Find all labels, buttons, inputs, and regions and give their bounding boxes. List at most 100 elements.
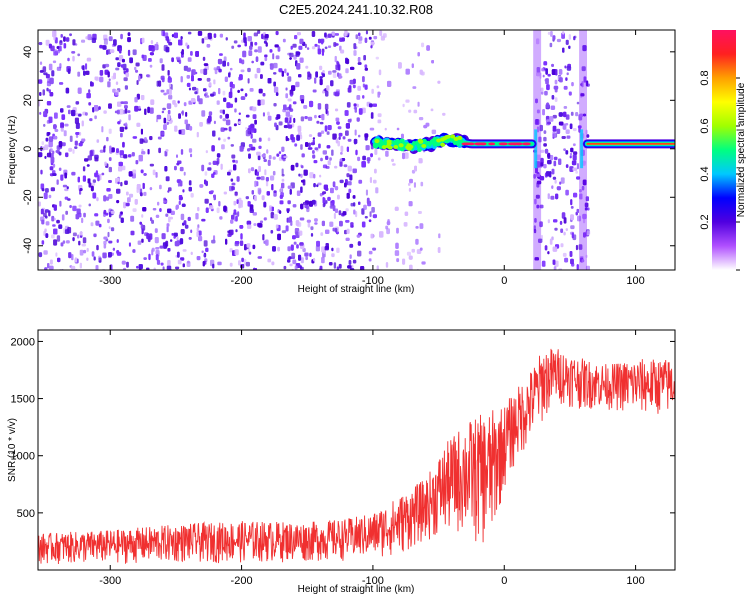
spectrogram-cell: [328, 70, 332, 75]
spectrogram-cell: [64, 172, 67, 179]
spectrogram-cell: [239, 145, 244, 152]
spectrogram-cell: [563, 85, 568, 90]
spectrogram-cell: [245, 261, 250, 267]
spectrogram-cell: [252, 106, 257, 112]
spectrogram-cell: [197, 31, 203, 36]
spectrogram-cell: [75, 134, 79, 138]
spectrogram-cell: [332, 205, 336, 212]
spectrogram-cell: [155, 172, 158, 178]
spectrogram-cell: [236, 199, 239, 204]
spectrogram-cell: [72, 149, 75, 154]
spectrogram-cell: [138, 105, 141, 110]
spectrogram-cell: [132, 136, 138, 139]
spectrogram-cell: [41, 219, 45, 225]
spectrogram-cell: [234, 191, 238, 196]
spectrogram-cell: [74, 146, 78, 149]
spectrogram-cell: [135, 160, 139, 165]
spectrogram-cell: [257, 46, 262, 53]
spectrogram-cell: [352, 195, 356, 199]
spectrogram-cell: [319, 121, 324, 125]
spectrogram-cell: [204, 198, 209, 204]
snr-x-axis-label: Height of straight line (km): [298, 584, 415, 595]
spectrogram-cell: [231, 182, 236, 186]
spectrogram-cell: [332, 181, 336, 188]
spectrogram-cell: [225, 119, 231, 126]
spectrogram-cell: [209, 205, 214, 210]
spectrogram-cell: [585, 80, 589, 87]
spectrogram-cell: [239, 74, 243, 81]
spectrogram-cell: [86, 257, 89, 261]
spectrogram-cell: [75, 101, 80, 105]
spectrogram-cell: [140, 128, 143, 135]
x-tick-label: -300: [99, 275, 121, 287]
spectrogram-cell: [391, 158, 394, 162]
spectrogram-cell: [213, 79, 216, 85]
spectrogram-cell: [254, 42, 258, 46]
spectrogram-cell: [178, 129, 182, 135]
x-tick-label: -100: [362, 575, 384, 587]
spectrogram-cell: [313, 173, 316, 179]
spectrogram-cell: [67, 269, 70, 270]
colorbar-tick-label: 0.2: [699, 214, 711, 229]
spectrogram-hotspot: [377, 142, 383, 147]
spectrogram-cell: [335, 117, 340, 122]
spectrogram-cell: [583, 217, 586, 224]
spectrogram-cell: [109, 211, 112, 218]
spectrogram-hotspot: [436, 138, 442, 143]
spectrogram-cell: [253, 32, 258, 37]
spectrogram-cell: [362, 95, 365, 99]
spectrogram-cell: [370, 153, 373, 158]
spectrogram-cell: [222, 118, 227, 122]
spectrogram-cell: [536, 173, 541, 177]
spectrogram-cell: [292, 204, 297, 208]
spectrogram-cell: [135, 69, 139, 73]
spectrogram-cell: [167, 114, 171, 121]
spectrogram-cell: [297, 32, 301, 36]
spectrogram-cell: [258, 190, 261, 195]
spectrogram-cell: [239, 225, 244, 229]
spectrogram-cell: [228, 91, 233, 99]
spectrogram-cell: [240, 96, 246, 100]
spectrogram-cell: [294, 265, 298, 270]
spectrogram-cell: [218, 137, 221, 141]
spectrogram-cell: [196, 227, 199, 232]
spectrogram-cell: [90, 182, 96, 186]
spectrogram-cell: [287, 76, 292, 82]
spectrogram-cell: [85, 63, 88, 70]
spectrogram-cell: [118, 166, 123, 172]
spectrogram-cell: [173, 236, 176, 239]
spectrogram-cell: [118, 161, 123, 167]
spectrogram-cell: [170, 239, 173, 242]
spectrogram-cell: [222, 90, 226, 96]
spectrogram-cell: [219, 53, 223, 56]
spectrogram-cell: [168, 42, 173, 46]
spectrogram-cell: [124, 180, 128, 185]
spectrogram-cell: [299, 38, 304, 45]
spectrogram-cell: [155, 254, 159, 261]
spectrogram-cell: [251, 146, 256, 151]
spectrogram-cell: [272, 170, 276, 176]
spectrogram-cell: [257, 99, 261, 106]
spectrogram-cell: [419, 69, 423, 75]
spectrogram-cell: [379, 231, 384, 238]
spectrogram-cell: [538, 238, 543, 243]
spectrogram-cell: [581, 81, 584, 88]
spectrogram-cell: [258, 137, 262, 142]
spectrogram-cell: [88, 182, 92, 188]
spectrogram-cell: [536, 72, 541, 77]
spectrogram-cell: [549, 116, 554, 122]
spectrogram-cell: [43, 111, 47, 115]
spectrogram-cell: [163, 92, 167, 96]
spectrogram-cell: [184, 224, 189, 229]
spectrogram-cell: [271, 184, 274, 191]
spectrogram-cell: [265, 239, 269, 246]
spectrogram-cell: [315, 71, 318, 78]
spectrogram-cell: [230, 144, 234, 147]
spectrogram-cell: [99, 44, 103, 49]
spectrogram-hotspot: [464, 142, 472, 146]
spectrogram-cell: [231, 214, 235, 220]
spectrogram-hotspot: [373, 144, 379, 149]
spectrogram-cell: [119, 47, 122, 54]
spectrogram-cell: [60, 122, 64, 129]
spectrogram-cell: [141, 151, 146, 155]
